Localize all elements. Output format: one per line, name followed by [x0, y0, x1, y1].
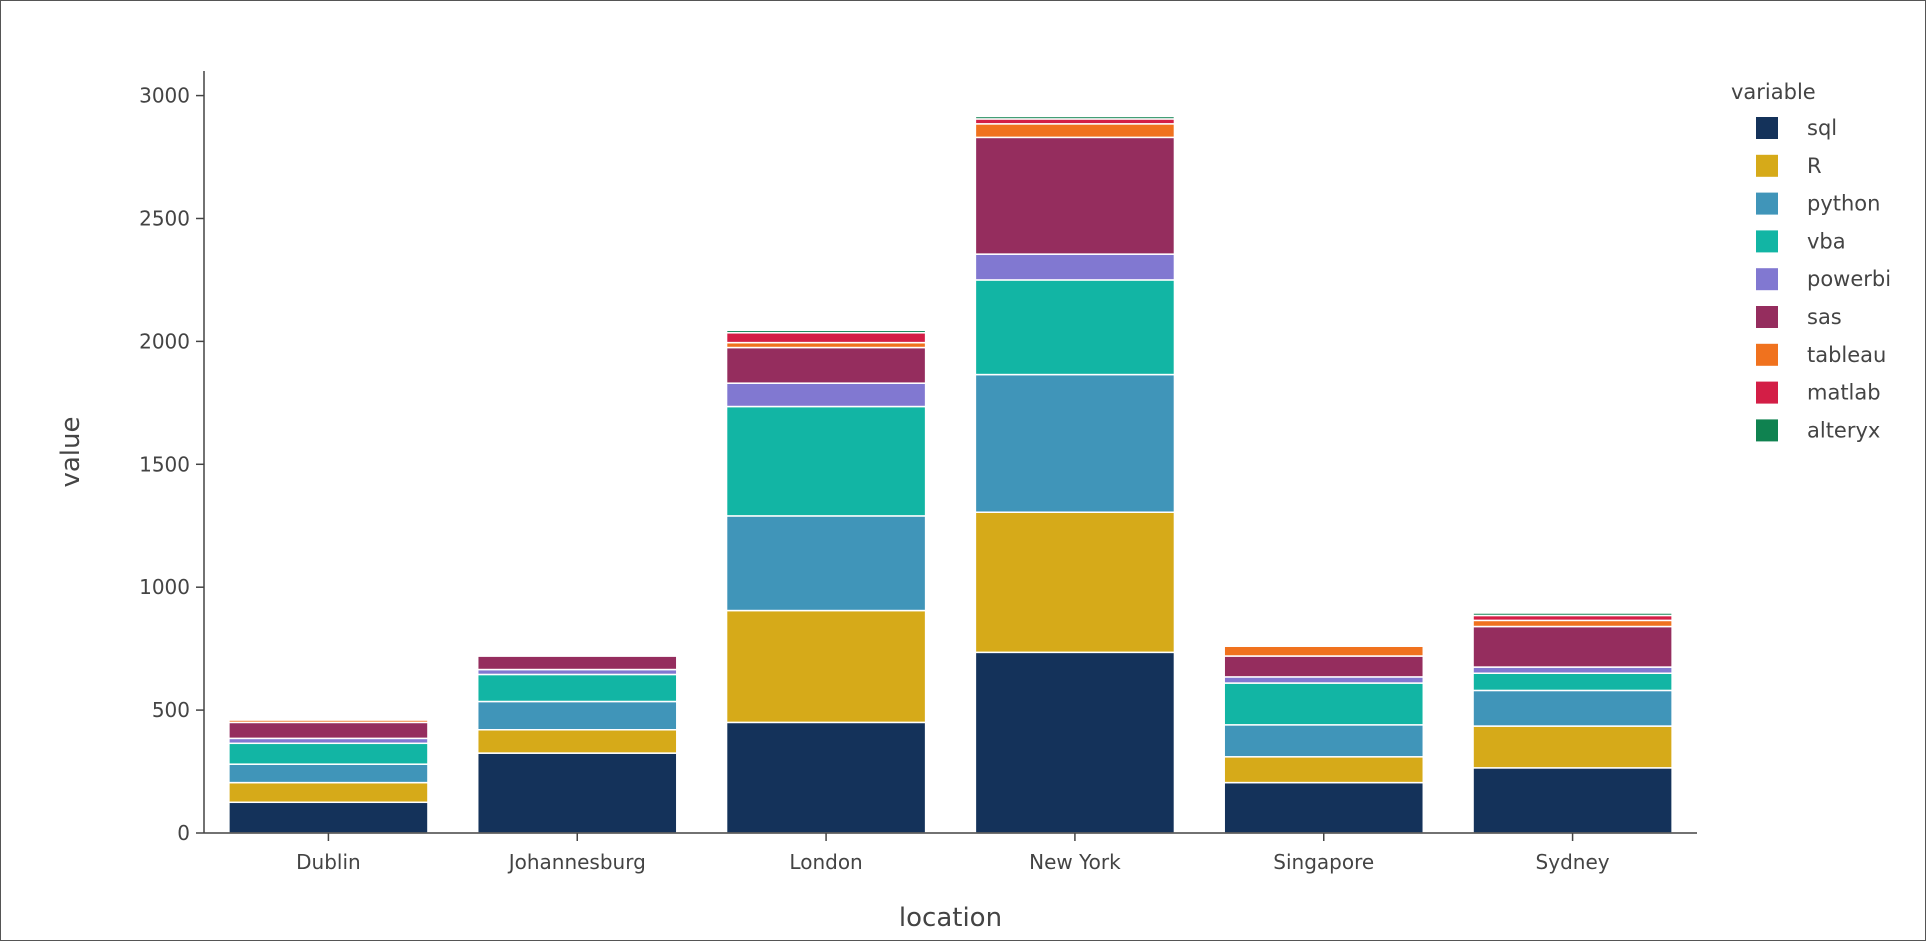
y-tick-label: 3000 — [139, 84, 190, 108]
bar-stack — [725, 329, 927, 834]
legend-item-powerbi[interactable]: powerbi — [1756, 267, 1891, 291]
y-tick-label: 500 — [152, 698, 190, 722]
bar-segment-powerbi — [1472, 666, 1673, 674]
legend-label: python — [1807, 192, 1880, 216]
bar-segment-alteryx — [725, 329, 927, 334]
y-axis-title: value — [56, 416, 86, 487]
bar-stack — [228, 717, 429, 834]
legend-label: powerbi — [1807, 267, 1891, 291]
bar-segment-vba — [974, 279, 1176, 376]
bar-segment-tableau — [1223, 645, 1425, 657]
x-axis-ticks: Dublin Johannesburg London New York Singapor… — [296, 833, 1610, 874]
bars-layer — [228, 115, 1673, 834]
legend-swatch — [1756, 192, 1778, 215]
bar-segment-powerbi — [1223, 676, 1425, 684]
legend-swatch — [1756, 306, 1778, 328]
bar-stack — [974, 115, 1176, 834]
legend-item-python[interactable]: python — [1756, 192, 1880, 216]
bar-segment-sas — [1472, 625, 1673, 668]
bar-segment-sas — [476, 655, 678, 671]
legend-item-sql[interactable]: sql — [1756, 116, 1837, 140]
x-tick-label: Johannesburg — [507, 850, 646, 874]
bar-segment-alteryx — [974, 115, 1176, 120]
bar-segment-python — [228, 763, 429, 784]
bar-segment-vba — [476, 673, 678, 703]
legend-title: variable — [1731, 80, 1816, 104]
legend-label: tableau — [1807, 343, 1886, 367]
x-tick-label: New York — [1029, 850, 1121, 874]
y-tick-label: 0 — [177, 821, 190, 845]
legend-item-R[interactable]: R — [1756, 154, 1822, 178]
bar-segment-sas — [228, 721, 429, 740]
x-tick-label: Singapore — [1273, 850, 1374, 874]
bar-segment-python — [476, 700, 678, 731]
legend-swatch — [1756, 419, 1778, 442]
legend-item-vba[interactable]: vba — [1756, 229, 1846, 253]
legend-item-tableau[interactable]: tableau — [1756, 343, 1886, 367]
bar-segment-tableau — [1472, 619, 1673, 628]
bar-segment-sas — [725, 346, 927, 384]
axes-layer: 0 500 1000 1500 2000 2500 3000 Dublin Johannesb… — [139, 71, 1697, 874]
bar-segment-sql — [974, 651, 1176, 834]
legend-swatch — [1756, 154, 1778, 177]
legend-swatch — [1756, 230, 1778, 253]
legend-swatch — [1756, 343, 1778, 366]
bar-segment-python — [725, 515, 927, 612]
bar-stack — [1472, 612, 1673, 834]
bar-segment-sql — [725, 721, 927, 834]
bar-segment-sql — [228, 801, 429, 834]
legend-label: sql — [1807, 116, 1837, 140]
legend-label: vba — [1807, 229, 1846, 253]
bar-stack — [476, 652, 678, 834]
legend-label: alteryx — [1807, 418, 1880, 442]
y-tick-label: 1500 — [139, 452, 190, 476]
y-axis-ticks: 0 500 1000 1500 2000 2500 3000 — [139, 84, 204, 845]
bar-segment-vba — [1472, 672, 1673, 692]
bar-segment-R — [476, 729, 678, 754]
legend-label: matlab — [1807, 381, 1881, 405]
legend-label: R — [1807, 154, 1822, 178]
bar-segment-tableau — [974, 123, 1176, 139]
bar-segment-python — [1472, 689, 1673, 727]
bar-segment-alteryx — [1472, 612, 1673, 617]
bar-segment-powerbi — [725, 382, 927, 408]
bar-segment-python — [974, 373, 1176, 513]
x-tick-label: Sydney — [1536, 850, 1610, 874]
bar-segment-python — [1223, 724, 1425, 758]
bar-stack — [1223, 642, 1425, 834]
x-tick-label: London — [789, 850, 862, 874]
x-axis-title: location — [899, 903, 1002, 933]
bar-segment-vba — [725, 405, 927, 517]
bar-segment-matlab — [725, 332, 927, 344]
bar-segment-sql — [476, 752, 678, 834]
bar-segment-sql — [1472, 767, 1673, 834]
legend-item-matlab[interactable]: matlab — [1756, 381, 1881, 405]
y-tick-label: 2500 — [139, 206, 190, 230]
y-tick-label: 1000 — [139, 575, 190, 599]
bar-segment-R — [725, 609, 927, 724]
bar-segment-sql — [1223, 781, 1425, 834]
bar-segment-R — [974, 511, 1176, 654]
bar-segment-sas — [1223, 655, 1425, 678]
bar-segment-R — [1223, 756, 1425, 784]
legend-swatch — [1756, 268, 1778, 291]
bar-segment-vba — [228, 742, 429, 765]
legend-swatch — [1756, 117, 1778, 139]
bar-segment-alteryx — [1223, 642, 1425, 646]
legend-item-sas[interactable]: sas — [1756, 305, 1842, 329]
y-tick-label: 2000 — [139, 329, 190, 353]
legend-label: sas — [1807, 305, 1842, 329]
bar-segment-sas — [974, 136, 1176, 255]
bar-segment-R — [228, 781, 429, 804]
legend-item-alteryx[interactable]: alteryx — [1756, 418, 1880, 442]
bar-segment-R — [1472, 725, 1673, 769]
legend-swatch — [1756, 381, 1778, 404]
x-tick-label: Dublin — [296, 850, 361, 874]
bar-segment-vba — [1223, 682, 1425, 726]
bar-segment-powerbi — [974, 253, 1176, 281]
